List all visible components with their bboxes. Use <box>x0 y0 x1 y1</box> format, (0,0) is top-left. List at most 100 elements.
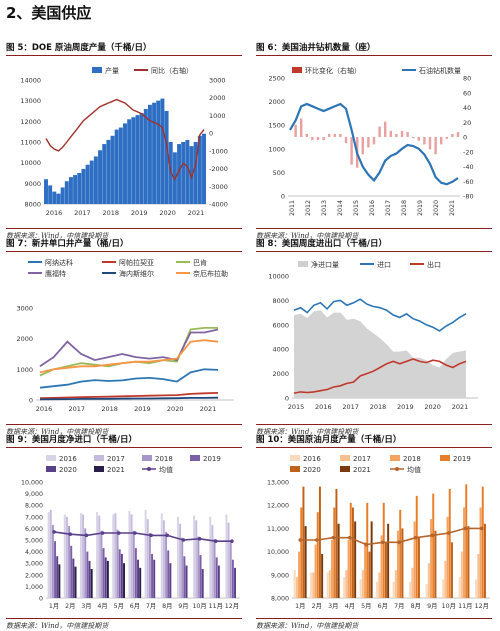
legend-label: 进口 <box>377 261 391 269</box>
chart-title: 图 10：美国原油月度产量（千桶/日） <box>256 435 402 445</box>
legend-swatch <box>94 455 104 461</box>
mean-line <box>53 531 232 542</box>
change-bar <box>417 137 420 141</box>
legend-label: 同比（右轴） <box>151 66 193 75</box>
bar <box>65 516 68 598</box>
production-bar <box>156 100 161 204</box>
chart-title: 图 7：新井单口井产量（桶/日） <box>6 239 129 249</box>
bar <box>475 579 478 598</box>
legend-label: 均值 <box>159 465 173 474</box>
y-tick-label: 8,000 <box>25 503 43 510</box>
y-tick-label: 0 <box>285 395 289 403</box>
legend-swatch <box>92 67 102 73</box>
x-tick-label: 7月 <box>394 602 404 610</box>
production-bar <box>177 144 182 204</box>
production-bar <box>164 111 169 204</box>
bar <box>481 486 484 598</box>
change-bar <box>367 137 370 148</box>
bar <box>370 521 373 598</box>
series-line <box>39 328 219 368</box>
bar <box>86 551 89 598</box>
legend-label: 2018 <box>403 455 421 463</box>
mean-point <box>413 535 418 540</box>
legend-swatch <box>340 455 350 461</box>
bar <box>326 572 329 598</box>
bar <box>160 513 163 598</box>
production-bar <box>185 139 190 204</box>
legend-label: 鹰福特 <box>45 269 66 278</box>
x-tick-label: 3月 <box>328 602 338 610</box>
bar <box>123 563 126 598</box>
x-tick-label: 8月 <box>162 602 172 610</box>
x-tick-label: 2015 <box>353 200 360 216</box>
legend-label: 2017 <box>107 455 125 463</box>
bar <box>162 520 165 598</box>
bar <box>148 533 151 598</box>
bar <box>430 519 433 598</box>
x-tick-label: 2月 <box>65 602 75 610</box>
y-tick-label: 6,000 <box>25 526 43 533</box>
production-bar <box>147 104 152 204</box>
x-tick-label: 2017 <box>74 209 91 217</box>
x-tick-label: 2016 <box>46 209 63 217</box>
bar <box>378 572 381 598</box>
bar <box>151 553 154 598</box>
bar <box>176 516 179 598</box>
y2-tick-label: -40 <box>463 163 474 171</box>
bar <box>209 516 212 598</box>
bar <box>231 559 234 598</box>
bar <box>213 538 216 598</box>
x-tick-label: 10月 <box>442 602 456 610</box>
x-tick-label: 11月 <box>458 602 472 610</box>
bar <box>300 507 303 598</box>
y2-tick-label: -60 <box>463 178 474 186</box>
y2-tick-label: 80 <box>463 75 471 83</box>
bar <box>47 512 50 598</box>
x-tick-label: 6月 <box>130 602 140 610</box>
x-tick-label: 2019 <box>417 200 424 216</box>
chart-title: 图 9：美国月度净进口（千桶/日） <box>6 435 137 445</box>
change-bar <box>395 133 398 137</box>
x-tick-label: 2020 <box>433 200 440 216</box>
change-bar <box>339 133 342 137</box>
yoy-line <box>45 98 205 181</box>
source-note: 数据来源：Wind，中信建投期货 <box>6 232 109 240</box>
mean-point <box>314 538 319 542</box>
x-tick-label: 2021 <box>449 200 456 216</box>
bar <box>479 507 482 598</box>
y2-tick-label: -20 <box>463 148 474 156</box>
production-bar <box>110 135 115 204</box>
bar <box>197 536 200 598</box>
bar <box>146 519 149 598</box>
bar <box>477 553 480 598</box>
legend-label: 2016 <box>59 455 77 463</box>
bar <box>179 523 182 598</box>
y2-tick-label: 0 <box>463 134 467 142</box>
mean-point <box>68 532 73 536</box>
bar <box>63 514 66 598</box>
mean-point <box>364 542 369 547</box>
bar <box>104 557 107 598</box>
chart-title: 图 8：美国周度进出口（千桶/日） <box>256 239 387 249</box>
x-tick-label: 2019 <box>131 209 148 217</box>
x-tick-label: 2012 <box>305 200 312 216</box>
x-tick-label: 2月 <box>312 602 322 610</box>
bar <box>316 512 319 598</box>
change-bar <box>451 133 454 137</box>
change-bar <box>372 137 376 145</box>
production-bar <box>202 133 206 204</box>
x-tick-label: 12月 <box>475 602 489 610</box>
legend-label: 2017 <box>353 455 371 463</box>
bar <box>201 569 204 598</box>
change-bar <box>311 137 314 141</box>
series-line <box>39 392 219 400</box>
bar <box>413 521 416 598</box>
mean-point <box>84 533 89 538</box>
bar <box>112 514 115 598</box>
y-tick-label: 9,000 <box>271 572 289 579</box>
series-line <box>39 396 219 401</box>
change-bar <box>389 130 392 137</box>
bar <box>165 531 168 598</box>
bar <box>227 522 230 598</box>
